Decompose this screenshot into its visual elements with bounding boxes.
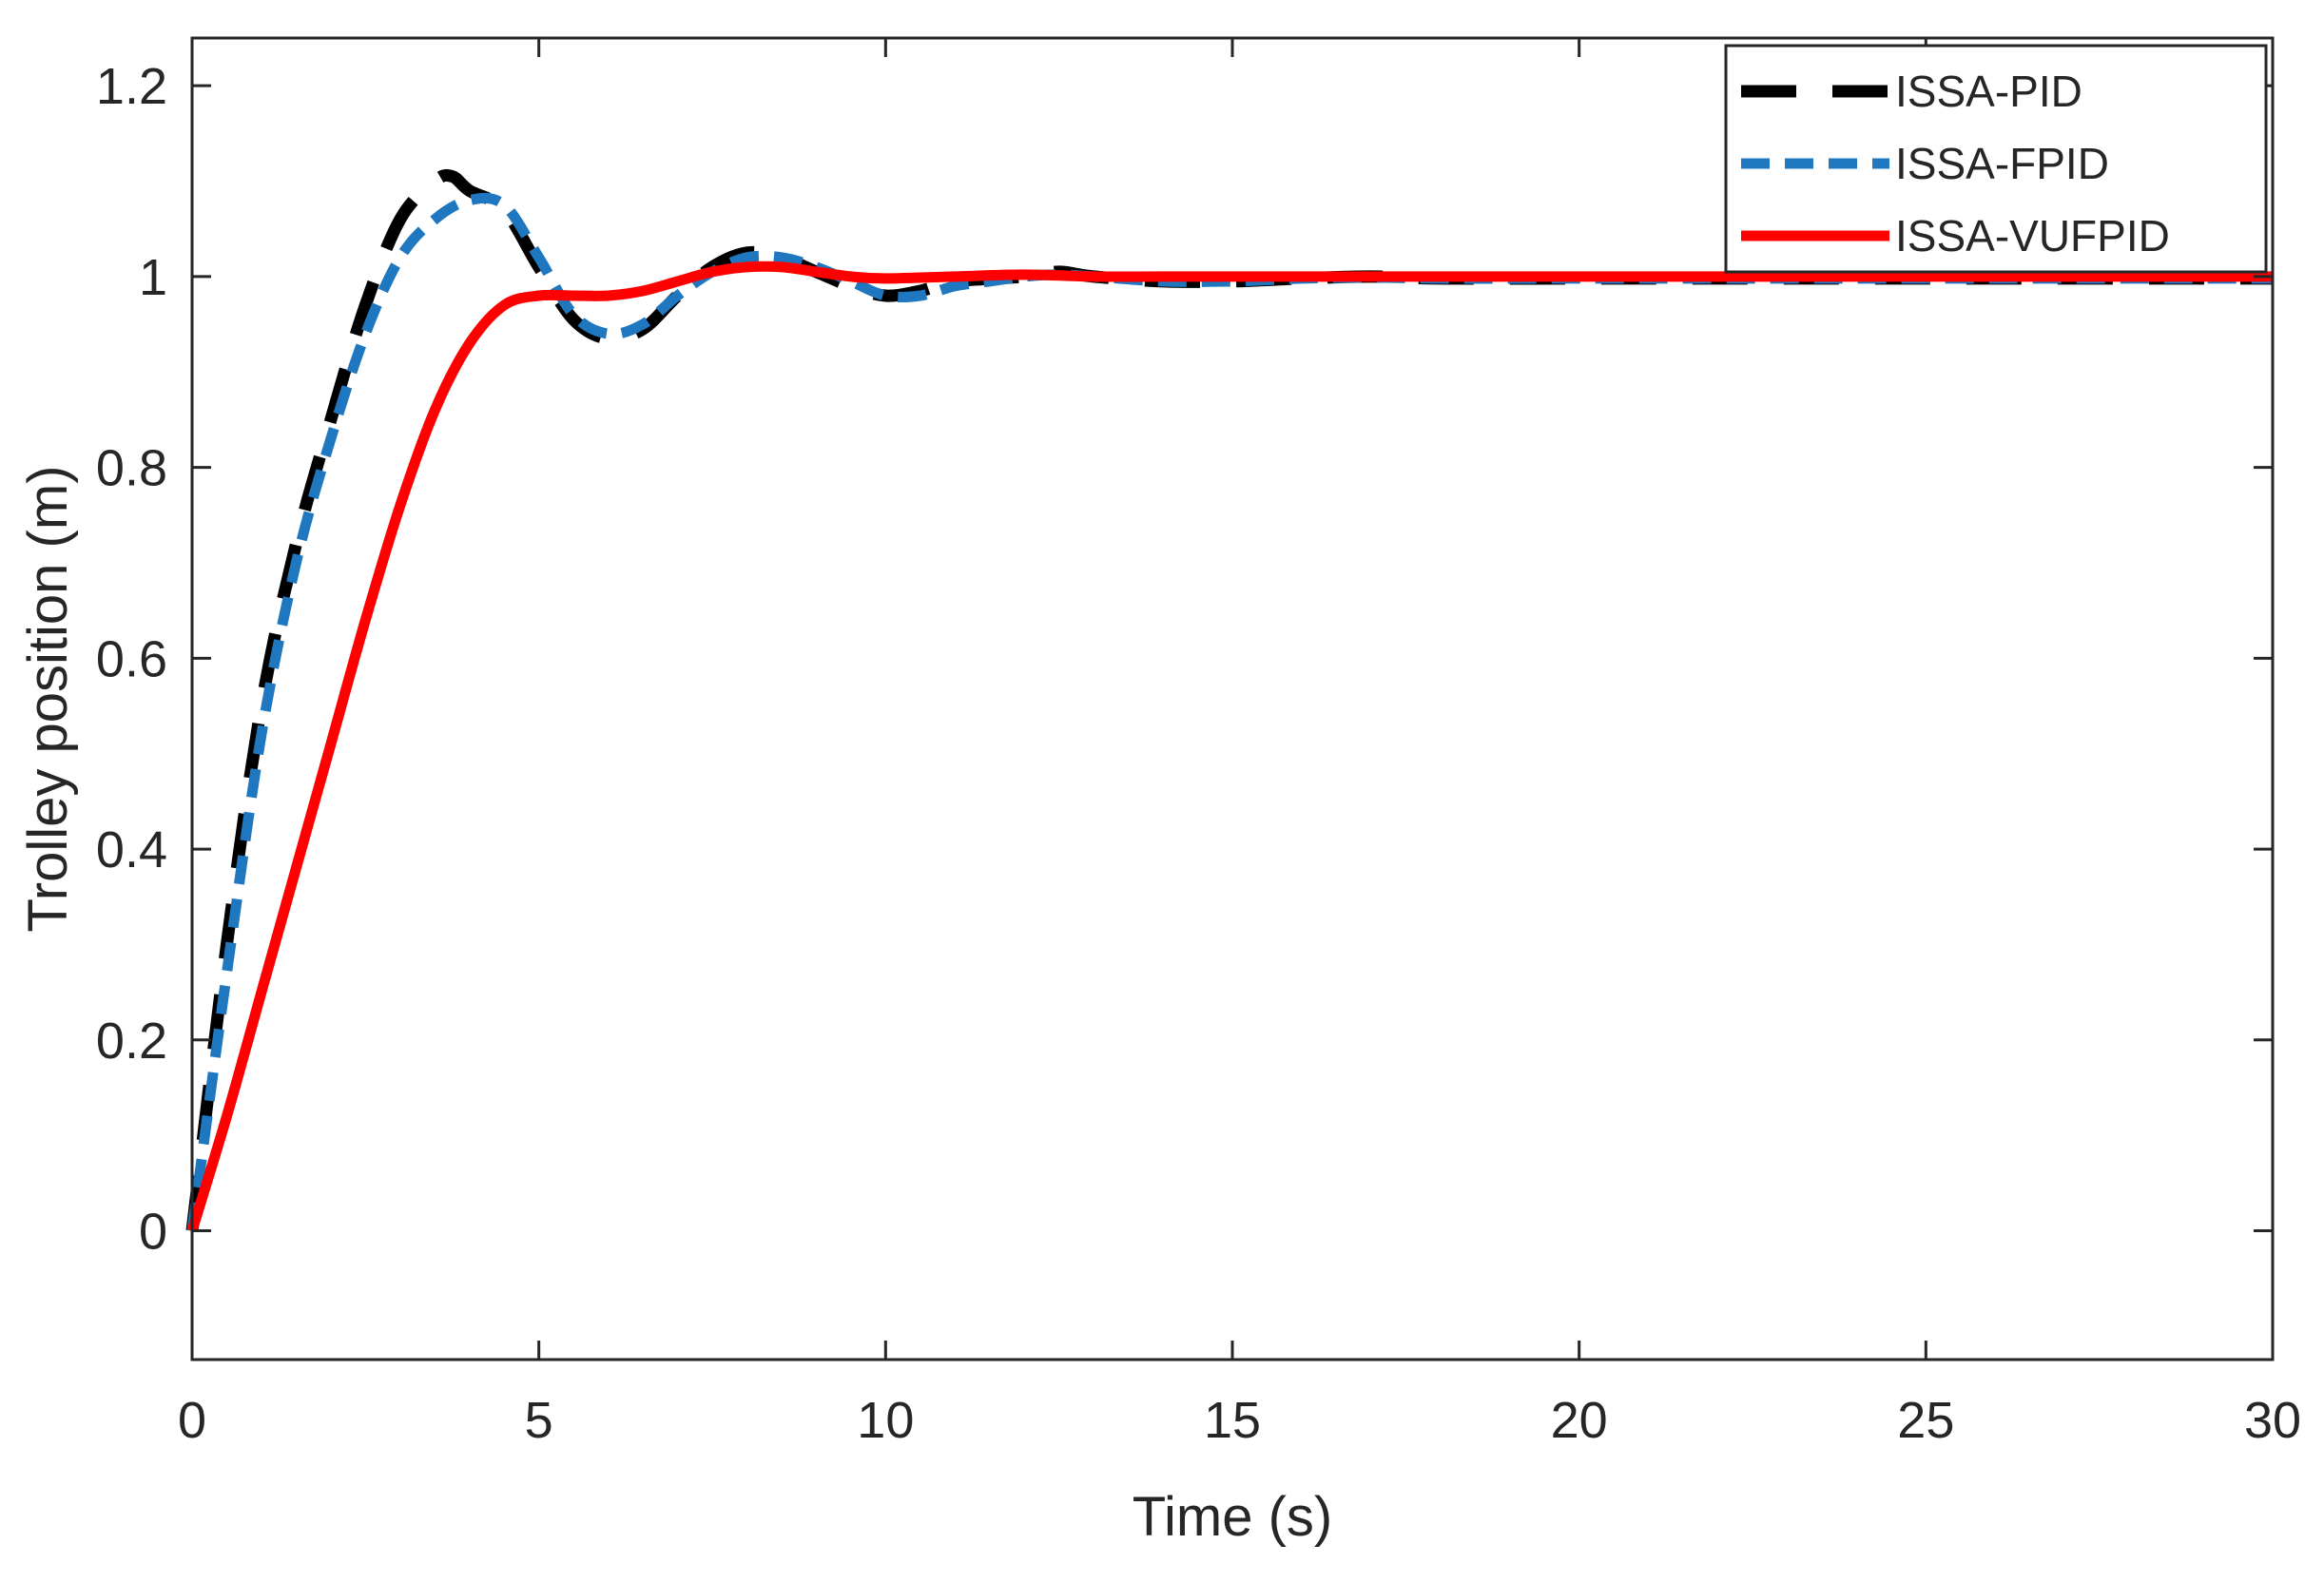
x-tick-label: 0 — [178, 1392, 206, 1449]
x-tick-label: 20 — [1551, 1392, 1608, 1449]
y-tick-label: 0.6 — [96, 630, 167, 687]
y-tick-label: 0 — [139, 1204, 167, 1261]
legend-label-1: ISSA-PID — [1895, 67, 2082, 116]
series-lines — [185, 168, 2273, 1233]
y-tick-label: 1 — [139, 249, 167, 306]
y-tick-label: 1.2 — [96, 58, 167, 115]
x-tick-label: 30 — [2244, 1392, 2301, 1449]
x-tick-label: 15 — [1204, 1392, 1261, 1449]
y-tick-label: 0.2 — [96, 1013, 167, 1070]
axis-titles: Time (s) Trolley position (m) — [17, 466, 1332, 1548]
x-tick-label: 10 — [857, 1392, 914, 1449]
legend: ISSA-PID ISSA-FPID ISSA-VUFPID — [1724, 44, 2268, 274]
legend-label-3: ISSA-VUFPID — [1895, 211, 2170, 261]
legend-label-2: ISSA-FPID — [1895, 139, 2109, 188]
x-tick-label: 25 — [1897, 1392, 1954, 1449]
x-tick-label: 5 — [525, 1392, 553, 1449]
y-tick-label: 0.8 — [96, 440, 167, 497]
series-line-3 — [186, 261, 2273, 1233]
plot-frame — [190, 36, 2275, 1361]
y-axis-title: Trolley position (m) — [17, 466, 79, 933]
y-tick-label: 0.4 — [96, 821, 167, 878]
x-axis-title: Time (s) — [1133, 1486, 1332, 1548]
tick-labels: 0 5 10 15 20 25 30 0 0.2 0.4 0.6 0.8 1 1.2 — [96, 58, 2301, 1449]
